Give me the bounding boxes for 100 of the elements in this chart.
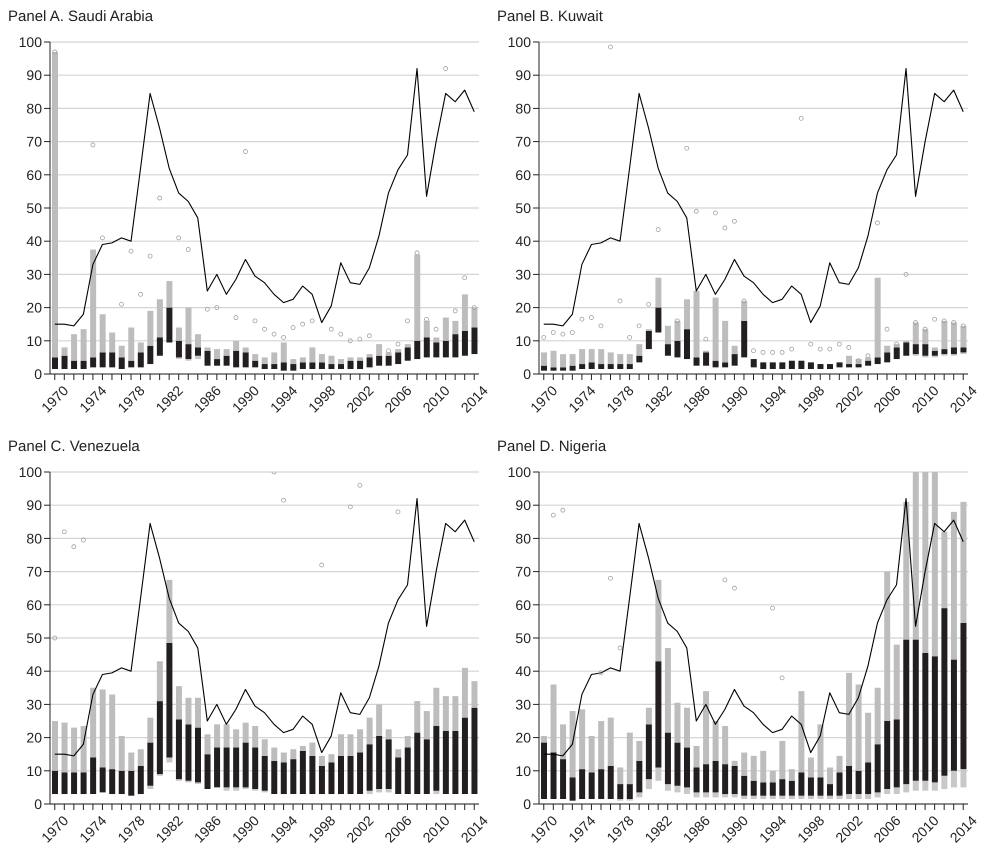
- y-tick-label: 100: [508, 34, 532, 50]
- bar: [836, 756, 843, 772]
- bar: [195, 347, 201, 356]
- bar: [442, 318, 449, 341]
- bar: [664, 344, 671, 356]
- bar: [338, 364, 344, 370]
- bar: [366, 354, 373, 358]
- point: [627, 335, 632, 340]
- bar: [138, 352, 144, 368]
- bar: [912, 472, 919, 640]
- bar: [462, 718, 468, 794]
- bar: [722, 764, 728, 794]
- bar: [750, 796, 757, 800]
- bar: [176, 328, 182, 341]
- bar: [348, 360, 354, 370]
- bar: [271, 352, 278, 364]
- bar: [903, 784, 910, 792]
- bar: [386, 789, 392, 792]
- point: [618, 298, 622, 304]
- bar: [386, 739, 392, 790]
- bar: [608, 364, 614, 370]
- bar: [147, 346, 154, 364]
- bar: [950, 660, 957, 771]
- bar: [71, 334, 78, 361]
- bar: [722, 320, 728, 362]
- bar: [233, 350, 240, 368]
- bar: [808, 362, 814, 370]
- bar: [214, 359, 220, 366]
- bar: [176, 686, 182, 720]
- bar: [404, 736, 411, 748]
- bar: [932, 350, 938, 356]
- bar: [166, 642, 172, 758]
- bar: [376, 736, 382, 790]
- bar: [166, 758, 172, 762]
- bar: [874, 744, 881, 792]
- bar: [166, 281, 172, 308]
- bar: [760, 362, 766, 370]
- point: [176, 235, 182, 240]
- bar: [62, 356, 68, 370]
- bar: [338, 359, 344, 364]
- point: [462, 275, 468, 280]
- bar: [865, 794, 872, 800]
- bar: [922, 780, 928, 791]
- bar: [262, 357, 268, 364]
- point: [52, 636, 58, 640]
- bar: [242, 742, 249, 788]
- point: [904, 272, 908, 277]
- bar: [348, 357, 354, 361]
- bar: [579, 769, 586, 800]
- bar: [617, 767, 624, 784]
- bar: [655, 580, 662, 662]
- point: [234, 315, 238, 320]
- point: [100, 235, 105, 240]
- bar: [588, 772, 595, 800]
- bar: [204, 350, 211, 366]
- bar: [732, 794, 738, 798]
- bar: [636, 792, 642, 798]
- bar: [442, 340, 449, 358]
- bar: [195, 334, 201, 348]
- bar: [404, 748, 411, 794]
- bar: [262, 756, 268, 791]
- bar: [874, 357, 881, 364]
- bar: [646, 724, 652, 780]
- point: [357, 336, 362, 342]
- point: [674, 318, 680, 324]
- y-tick-label: 90: [515, 67, 532, 84]
- bar: [827, 364, 833, 370]
- chart-title: Panel C. Venezuela: [8, 438, 141, 457]
- point: [618, 646, 622, 650]
- bar: [712, 298, 719, 361]
- bar: [242, 347, 249, 352]
- bar: [674, 320, 680, 341]
- point: [894, 342, 899, 347]
- bar: [636, 740, 642, 761]
- bar: [722, 794, 728, 798]
- bar: [195, 728, 201, 782]
- bar: [836, 772, 843, 796]
- bar: [912, 344, 919, 354]
- bar: [71, 360, 78, 370]
- point: [580, 316, 584, 322]
- y-tick-label: 70: [515, 134, 532, 150]
- bar: [550, 367, 557, 371]
- bar: [732, 760, 738, 766]
- point: [780, 675, 784, 680]
- bar: [684, 787, 690, 794]
- bar: [722, 726, 728, 764]
- bar: [185, 308, 192, 344]
- point: [243, 149, 248, 154]
- bar: [80, 360, 87, 370]
- bar: [348, 734, 354, 756]
- y-tick-label: 80: [26, 530, 42, 546]
- bar: [550, 684, 557, 753]
- bar: [118, 770, 125, 794]
- bar: [560, 367, 566, 371]
- chart-title: Panel D. Nigeria: [497, 438, 608, 457]
- point: [798, 116, 804, 121]
- bar: [694, 291, 700, 358]
- bar: [90, 758, 96, 794]
- y-tick-label: 0: [523, 366, 532, 382]
- y-tick-label: 70: [26, 134, 42, 150]
